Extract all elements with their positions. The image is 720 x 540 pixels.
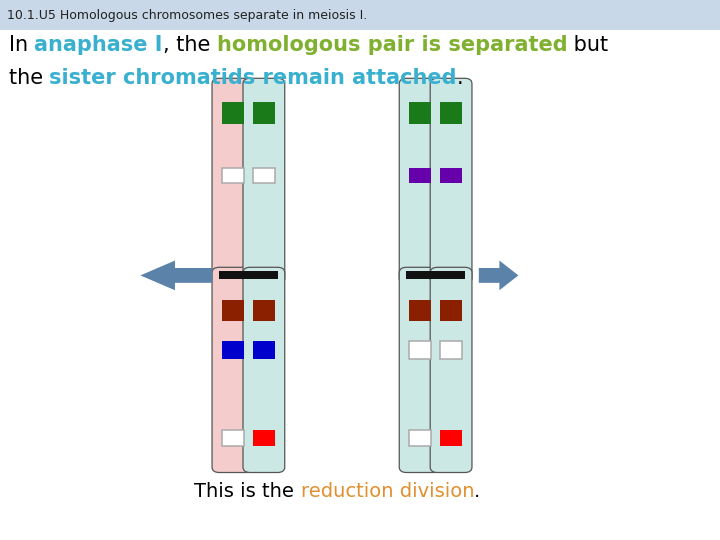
- Bar: [409, 102, 431, 124]
- Bar: [253, 102, 274, 124]
- Bar: [222, 102, 243, 124]
- Bar: [220, 271, 278, 280]
- Polygon shape: [140, 261, 212, 291]
- FancyBboxPatch shape: [399, 267, 441, 472]
- Bar: [440, 168, 462, 183]
- Bar: [253, 168, 274, 183]
- Text: This is the: This is the: [194, 482, 300, 501]
- Bar: [222, 300, 243, 321]
- Bar: [0, 0, 720, 30]
- Bar: [409, 300, 431, 321]
- Bar: [440, 341, 462, 359]
- Bar: [406, 271, 465, 280]
- Text: sister chromatids remain attached: sister chromatids remain attached: [50, 68, 457, 87]
- Bar: [222, 168, 243, 183]
- Bar: [409, 341, 431, 359]
- Text: anaphase I: anaphase I: [35, 35, 163, 55]
- FancyBboxPatch shape: [243, 78, 285, 284]
- Bar: [222, 341, 243, 359]
- Polygon shape: [479, 261, 518, 291]
- Bar: [409, 430, 431, 445]
- Bar: [440, 300, 462, 321]
- Text: .: .: [474, 482, 480, 501]
- Text: homologous pair is separated: homologous pair is separated: [217, 35, 567, 55]
- Text: 10.1.U5 Homologous chromosomes separate in meiosis I.: 10.1.U5 Homologous chromosomes separate …: [7, 9, 367, 22]
- Text: In: In: [9, 35, 35, 55]
- Text: the: the: [9, 68, 50, 87]
- Bar: [253, 300, 274, 321]
- Bar: [253, 341, 274, 359]
- FancyBboxPatch shape: [243, 267, 285, 472]
- Text: but: but: [567, 35, 608, 55]
- Bar: [222, 430, 243, 445]
- Text: reduction division: reduction division: [300, 482, 474, 501]
- FancyBboxPatch shape: [399, 78, 441, 284]
- Text: .: .: [457, 68, 464, 87]
- Bar: [253, 430, 274, 445]
- Bar: [409, 168, 431, 183]
- Text: , the: , the: [163, 35, 217, 55]
- Bar: [440, 430, 462, 445]
- FancyBboxPatch shape: [212, 78, 253, 284]
- FancyBboxPatch shape: [430, 78, 472, 284]
- Bar: [440, 102, 462, 124]
- FancyBboxPatch shape: [430, 267, 472, 472]
- FancyBboxPatch shape: [212, 267, 253, 472]
